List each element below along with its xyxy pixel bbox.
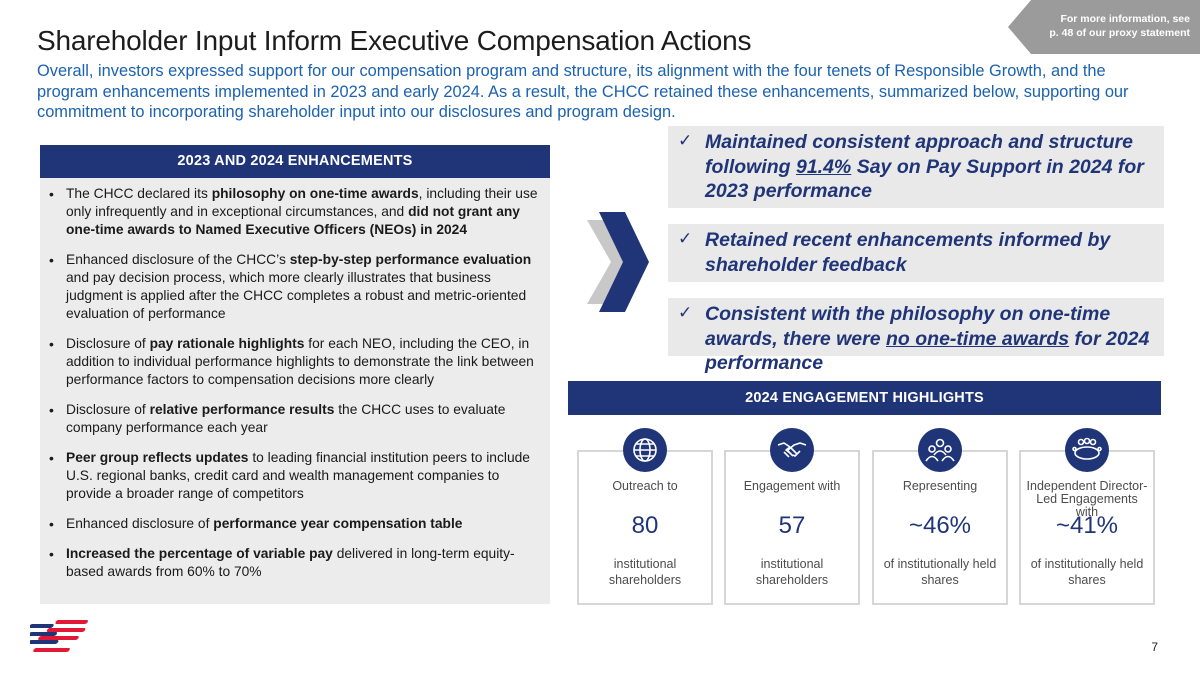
card-label: Independent Director-Led Engagements wit… [1026, 479, 1148, 519]
people-group-icon [918, 428, 962, 472]
enhancement-bullet: Enhanced disclosure of the CHCC’s step-b… [49, 251, 538, 323]
proxy-reference-tab: For more information, see p. 48 of our p… [1008, 0, 1200, 54]
card-subtext: of institutionally held shares [883, 557, 997, 587]
checkmark-icon: ✓ [678, 303, 693, 322]
card-value: ~41% [1055, 512, 1119, 539]
meeting-table-icon [1065, 428, 1109, 472]
card-label: Engagement with [743, 479, 841, 493]
callout-text: Maintained consistent approach and struc… [705, 131, 1144, 202]
page-title: Shareholder Input Inform Executive Compe… [37, 25, 752, 56]
checkmark-icon: ✓ [678, 131, 693, 150]
enhancement-bullet: Enhanced disclosure of performance year … [49, 515, 538, 533]
checkmark-icon: ✓ [678, 229, 693, 248]
page-number: 7 [1151, 640, 1158, 654]
engagement-card-director-led: Independent Director-Led Engagements wit… [1019, 428, 1155, 605]
proxy-reference-line2: p. 48 of our proxy statement [1049, 27, 1190, 39]
engagement-header: 2024 ENGAGEMENT HIGHLIGHTS [568, 381, 1161, 415]
callout-text: Consistent with the philosophy on one-ti… [705, 303, 1150, 374]
card-subtext: institutional shareholders [755, 557, 829, 587]
engagement-card-engagement: Engagement with 57 institutional shareho… [724, 428, 860, 605]
card-subtext: institutional shareholders [608, 557, 682, 587]
intro-paragraph: Overall, investors expressed support for… [37, 62, 1129, 121]
card-value: ~46% [908, 512, 972, 539]
enhancements-list: The CHCC declared its philosophy on one-… [40, 178, 550, 581]
callout-one-time-awards: ✓ Consistent with the philosophy on one-… [668, 298, 1164, 374]
enhancement-bullet: The CHCC declared its philosophy on one-… [49, 185, 538, 239]
card-value: 80 [631, 512, 659, 539]
brand-flag-logo [30, 620, 88, 652]
enhancement-bullet: Increased the percentage of variable pay… [49, 545, 538, 581]
card-value: 57 [778, 512, 806, 539]
handshake-icon [770, 428, 814, 472]
engagement-card-representing: Representing ~46% of institutionally hel… [872, 428, 1008, 605]
enhancements-panel: 2023 AND 2024 ENHANCEMENTS The CHCC decl… [40, 145, 550, 604]
callout-retained-enhancements: ✓ Retained recent enhancements informed … [668, 224, 1164, 282]
callout-say-on-pay: ✓ Maintained consistent approach and str… [668, 126, 1164, 208]
chevron-right-icon [587, 212, 649, 312]
card-label: Outreach to [612, 479, 678, 493]
enhancement-bullet: Peer group reflects updates to leading f… [49, 449, 538, 503]
engagement-card-outreach: Outreach to 80 institutional shareholder… [577, 428, 713, 605]
card-subtext: of institutionally held shares [1030, 557, 1144, 587]
enhancement-bullet: Disclosure of pay rationale highlights f… [49, 335, 538, 389]
proxy-reference-line1: For more information, see [1060, 13, 1190, 25]
enhancements-header: 2023 AND 2024 ENHANCEMENTS [40, 145, 550, 178]
enhancement-bullet: Disclosure of relative performance resul… [49, 401, 538, 437]
callout-text: Retained recent enhancements informed by… [705, 229, 1111, 276]
card-label: Representing [902, 479, 978, 493]
globe-icon [623, 428, 667, 472]
